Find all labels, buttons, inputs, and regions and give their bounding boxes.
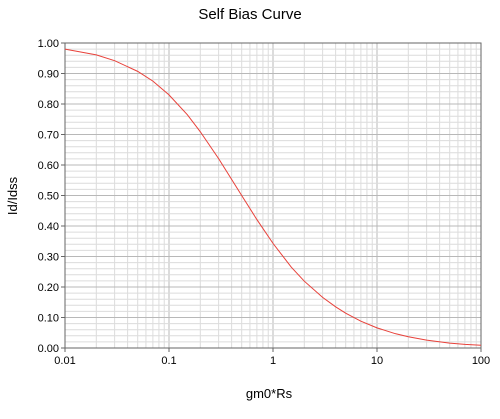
y-tick-label: 0.50 [38, 191, 59, 203]
y-tick-label: 0.30 [38, 252, 59, 264]
y-tick-label: 0.20 [38, 282, 59, 294]
x-tick-label: 10 [371, 355, 383, 367]
series-line [64, 48, 482, 346]
y-tick-label: 0.90 [38, 69, 59, 81]
grid [64, 42, 481, 349]
x-axis: 0.01 0.1 1 10 100 [54, 348, 490, 367]
x-tick-label: 100 [472, 355, 490, 367]
y-tick-label: 0.00 [38, 343, 59, 355]
x-tick-label: 1 [270, 355, 276, 367]
y-tick-label: 0.10 [38, 313, 59, 325]
x-tick-label: 0.01 [54, 355, 75, 367]
y-axis: 0.00 0.10 0.20 0.30 0.40 0.50 0.60 0.70 0.80 0.90… [38, 38, 65, 355]
y-tick-label: 0.80 [38, 99, 59, 111]
x-tick-label: 0.1 [161, 355, 176, 367]
x-axis-label: gm0*Rs [246, 386, 293, 401]
y-tick-label: 0.40 [38, 221, 59, 233]
y-tick-label: 0.70 [38, 130, 59, 142]
chart-title: Self Bias Curve [198, 6, 301, 23]
y-axis-label: Id/Idss [5, 176, 20, 215]
y-tick-label: 0.60 [38, 160, 59, 172]
y-tick-label: 1.00 [38, 38, 59, 50]
